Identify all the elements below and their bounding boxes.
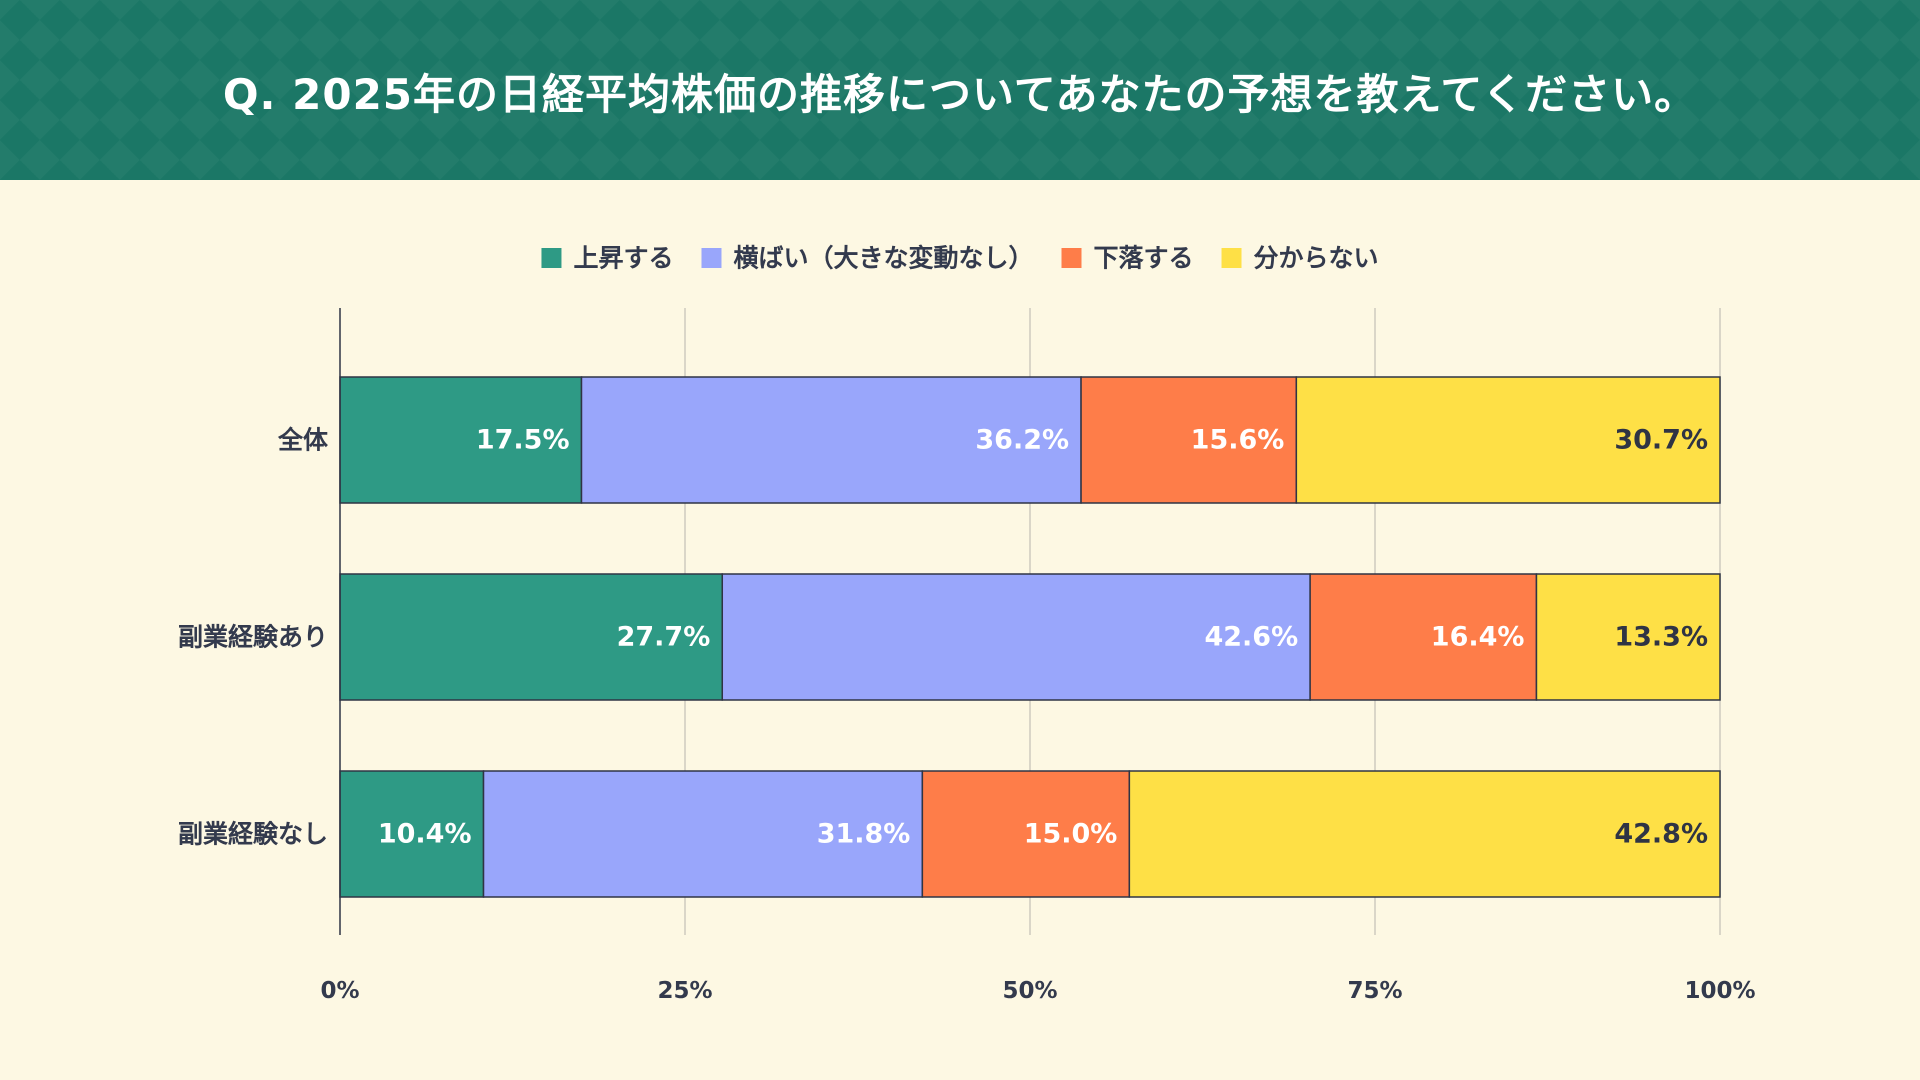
legend-swatch bbox=[1221, 248, 1242, 268]
data-label: 13.3% bbox=[1614, 622, 1708, 653]
legend-label: 上昇する bbox=[573, 244, 673, 273]
legend-label: 分からない bbox=[1254, 244, 1379, 273]
data-label: 15.6% bbox=[1191, 425, 1285, 456]
data-label: 30.7% bbox=[1614, 425, 1708, 456]
bar-segment bbox=[580, 376, 1082, 504]
data-label: 10.4% bbox=[378, 819, 472, 850]
bar-segment bbox=[339, 376, 583, 504]
bar-segment bbox=[482, 770, 924, 898]
header-banner: Q. 2025年の日経平均株価の推移についてあなたの予想を教えてください。 bbox=[0, 0, 1920, 180]
legend-item: 横ばい（大きな変動なし） bbox=[701, 244, 1034, 273]
legend-swatch bbox=[1061, 248, 1082, 268]
legend-swatch bbox=[541, 248, 562, 268]
data-label: 36.2% bbox=[975, 425, 1069, 456]
bar-segment bbox=[921, 770, 1131, 898]
data-label: 17.5% bbox=[476, 425, 570, 456]
bar-segment bbox=[1295, 376, 1721, 504]
x-tick-label: 0% bbox=[320, 978, 359, 1004]
bar-segment bbox=[339, 770, 485, 898]
data-label: 27.7% bbox=[617, 622, 711, 653]
data-label: 42.8% bbox=[1614, 819, 1708, 850]
x-tick-label: 25% bbox=[657, 978, 712, 1004]
bars: 17.5% 36.2% 15.6% 30.7% 27.7% 42.6% 16.4% 13.3%… bbox=[339, 376, 1721, 898]
bar-segment bbox=[1309, 573, 1538, 701]
legend-item: 分からない bbox=[1221, 244, 1379, 273]
x-tick-label: 50% bbox=[1002, 978, 1057, 1004]
legend: 上昇する 横ばい（大きな変動なし） 下落する 分からない bbox=[541, 244, 1379, 273]
bar-segment bbox=[1128, 770, 1721, 898]
bar-segment bbox=[1535, 573, 1721, 701]
data-label: 42.6% bbox=[1204, 622, 1298, 653]
data-label: 15.0% bbox=[1024, 819, 1118, 850]
legend-label: 下落する bbox=[1094, 244, 1194, 273]
category-label: 副業経験あり bbox=[178, 623, 328, 652]
category-label: 副業経験なし bbox=[178, 820, 328, 849]
legend-item: 上昇する bbox=[541, 244, 673, 273]
legend-item: 下落する bbox=[1061, 244, 1194, 273]
category-label: 全体 bbox=[277, 426, 329, 455]
chart-title: Q. 2025年の日経平均株価の推移についてあなたの予想を教えてください。 bbox=[222, 70, 1698, 119]
data-label: 31.8% bbox=[817, 819, 911, 850]
bar-segment bbox=[721, 573, 1311, 701]
bar-segment bbox=[1080, 376, 1298, 504]
legend-swatch bbox=[701, 248, 722, 268]
legend-label: 横ばい（大きな変動なし） bbox=[733, 244, 1033, 273]
x-tick-label: 75% bbox=[1347, 978, 1402, 1004]
x-tick-label: 100% bbox=[1684, 978, 1755, 1004]
stacked-bar-chart: 上昇する 横ばい（大きな変動なし） 下落する 分からない 17.5% 36.2% 15.6… bbox=[178, 244, 1756, 1005]
data-label: 16.4% bbox=[1431, 622, 1525, 653]
